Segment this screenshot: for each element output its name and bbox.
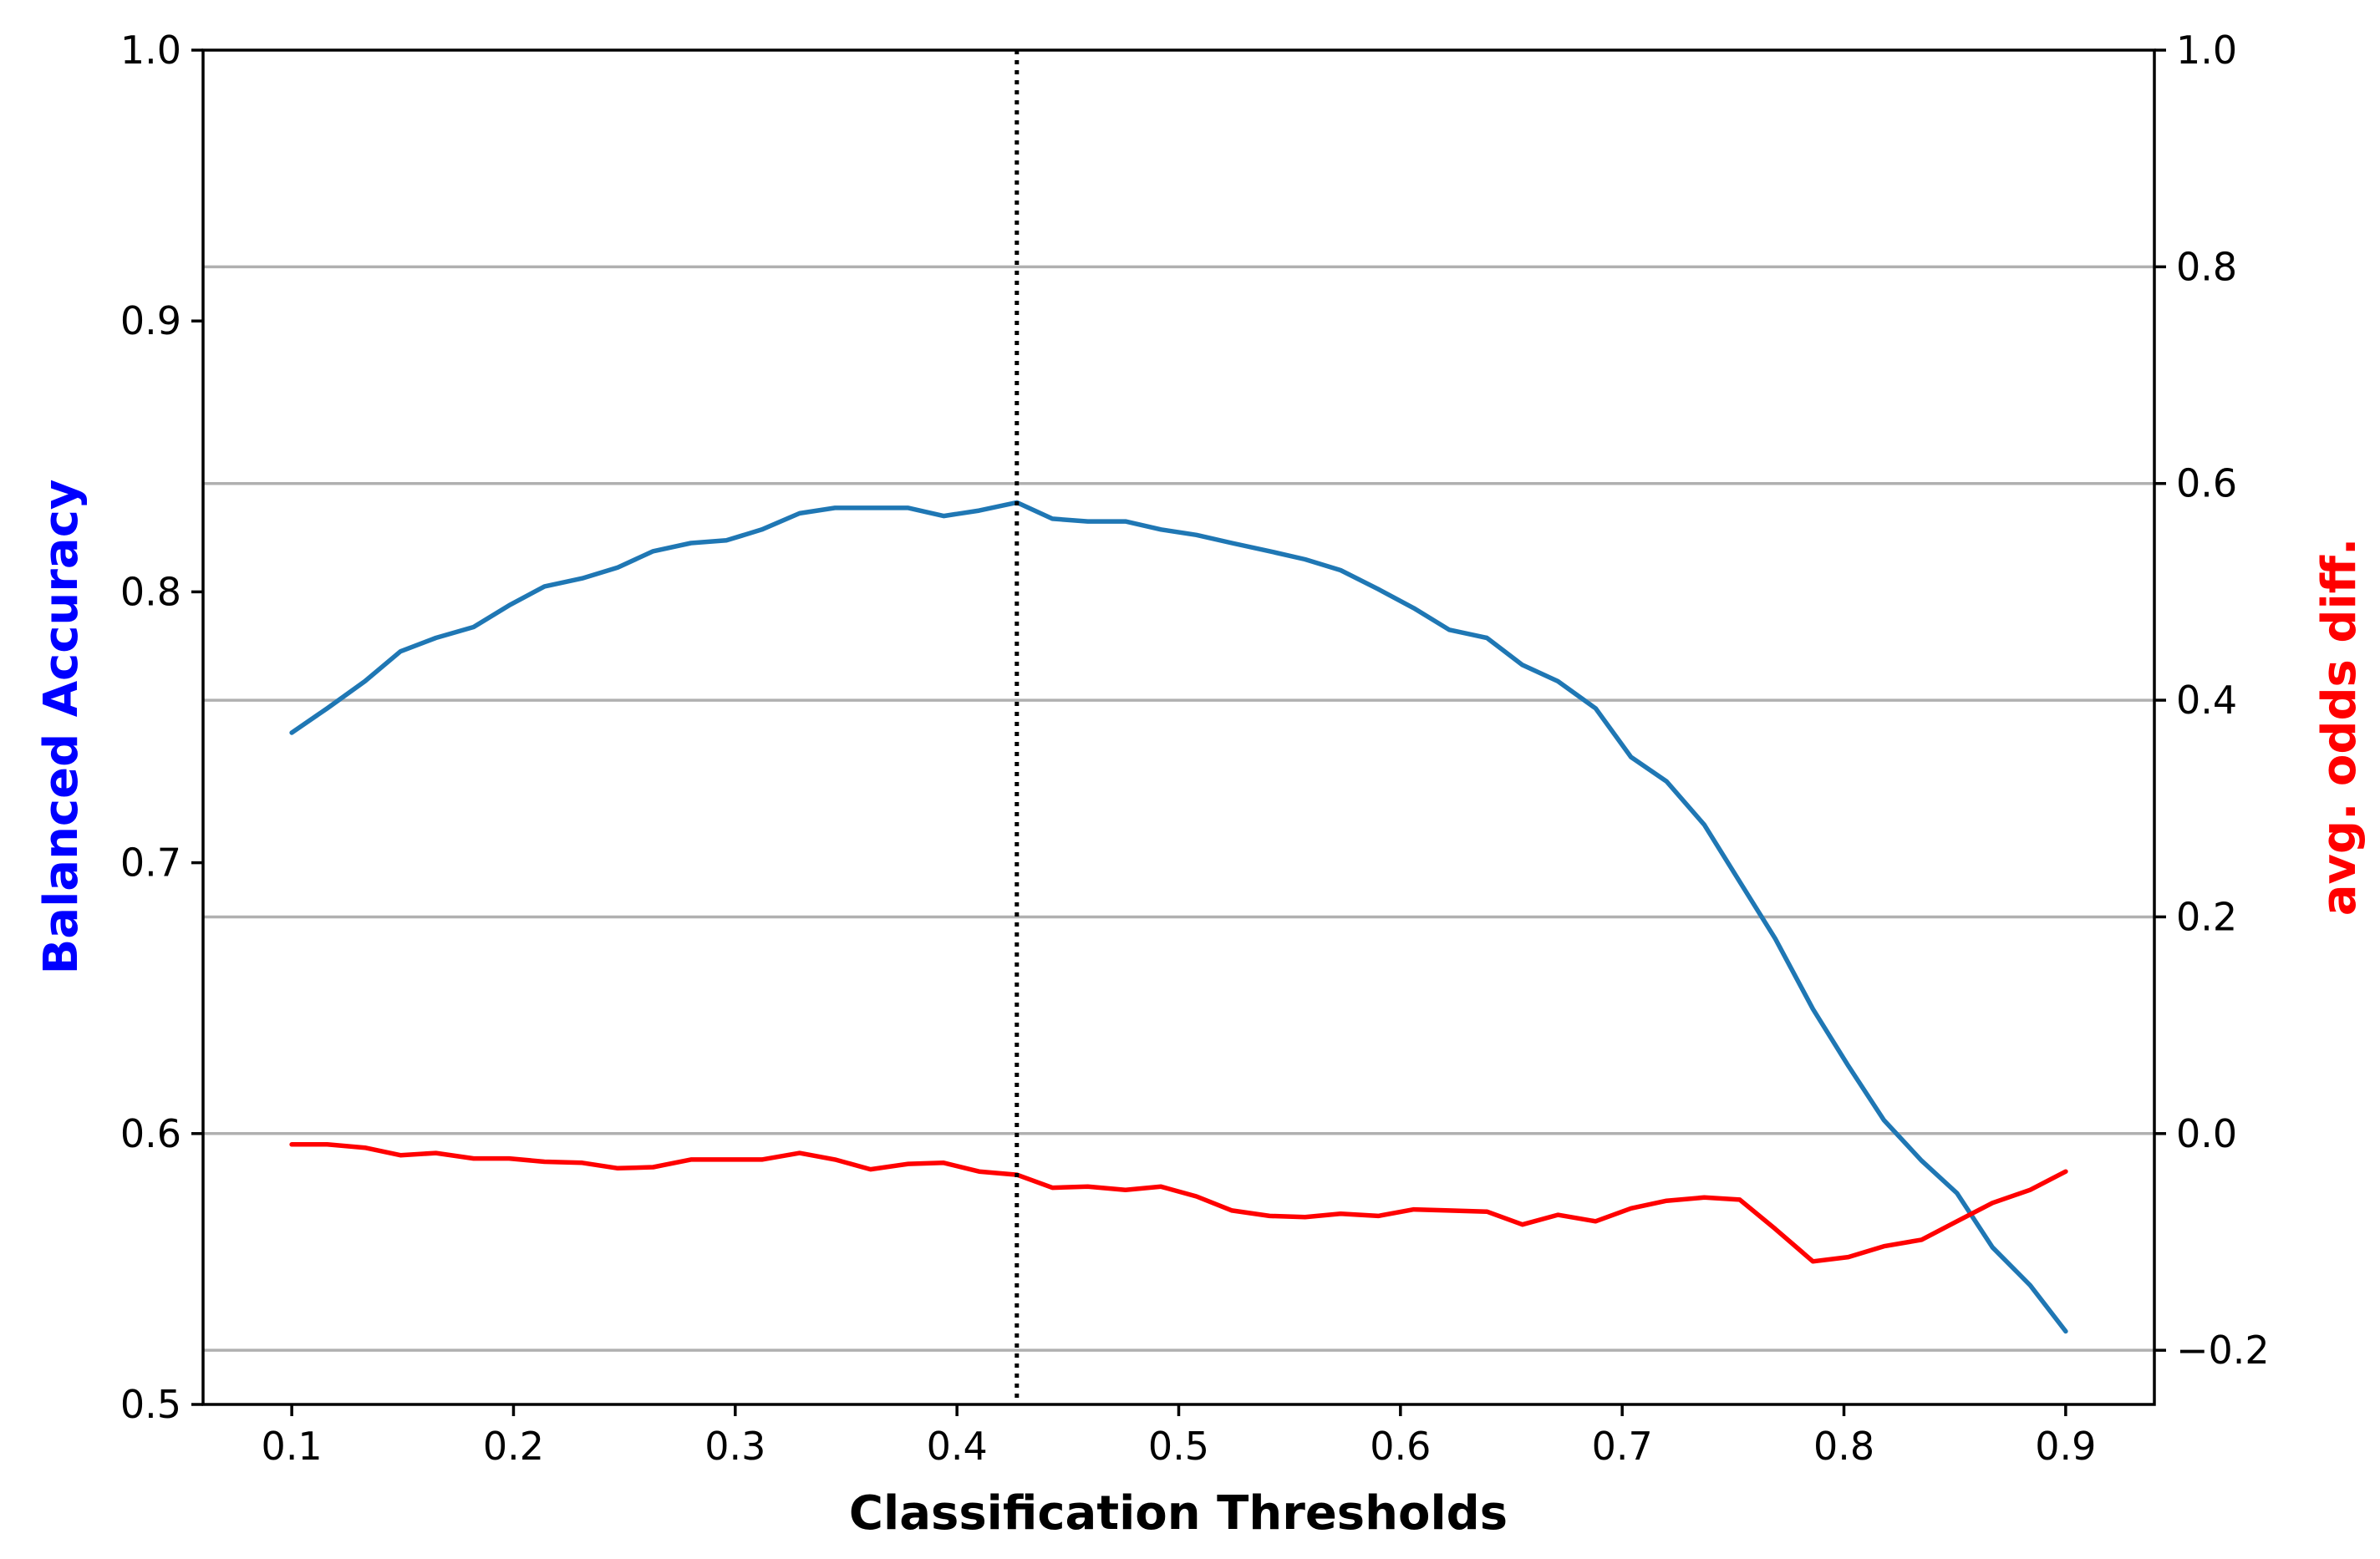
y-axis-left-title: Balanced Accuracy xyxy=(34,480,89,975)
y-right-tick-label: −0.2 xyxy=(2176,1328,2270,1373)
y-right-tick-label: 0.6 xyxy=(2176,461,2237,506)
y-right-tick-label: 0.4 xyxy=(2176,678,2237,723)
grid-layer xyxy=(203,265,2154,1352)
avg-odds-diff-line xyxy=(289,1142,2068,1264)
y-right-tick-label: 0.2 xyxy=(2176,894,2237,939)
x-tick-label: 0.4 xyxy=(927,1424,988,1469)
y-left-tick-label: 0.7 xyxy=(120,840,181,886)
y-right-tick-label: 0.0 xyxy=(2176,1111,2237,1156)
y-right-tick-label: 1.0 xyxy=(2176,28,2237,73)
x-tick-label: 0.6 xyxy=(1370,1424,1431,1469)
x-tick-label: 0.9 xyxy=(2035,1424,2096,1469)
x-tick-label: 0.8 xyxy=(1813,1424,1874,1469)
x-tick-label: 0.3 xyxy=(704,1424,765,1469)
x-tick-label: 0.1 xyxy=(262,1424,323,1469)
ticks-layer: 0.1 0.2 0.3 0.4 0.5 0.6 0.7 0.8 0.9 0.5 0.6 0.7 0.8 0… xyxy=(120,28,2270,1469)
y-left-tick-label: 0.6 xyxy=(120,1111,181,1156)
x-tick-label: 0.7 xyxy=(1592,1424,1653,1469)
y-left-tick-label: 0.9 xyxy=(120,298,181,343)
plot-area-frame xyxy=(201,48,2156,1406)
y-right-tick-label: 0.8 xyxy=(2176,244,2237,289)
y-left-tick-label: 0.8 xyxy=(120,569,181,614)
x-axis-title: Classification Thresholds xyxy=(849,1486,1508,1541)
y-left-tick-label: 1.0 xyxy=(120,28,181,73)
series-layer xyxy=(289,500,2068,1334)
x-tick-label: 0.2 xyxy=(483,1424,544,1469)
y-left-tick-label: 0.5 xyxy=(120,1382,181,1427)
x-tick-label: 0.5 xyxy=(1148,1424,1209,1469)
y-axis-right-title: avg. odds diff. xyxy=(2312,538,2367,917)
balanced-accuracy-line xyxy=(289,500,2068,1334)
